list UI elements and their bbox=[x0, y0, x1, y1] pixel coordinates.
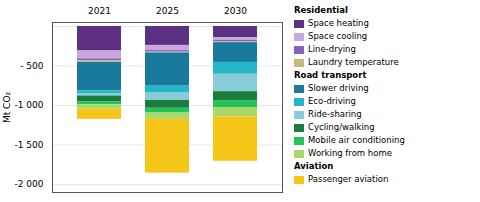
html-text:Mobile air conditioning: Mobile air conditioning bbox=[308, 135, 405, 145]
html-text:Space heating: Space heating bbox=[308, 18, 369, 28]
html-text:Eco-driving: Eco-driving bbox=[308, 96, 356, 106]
svg-text:2030: 2030 bbox=[224, 6, 247, 16]
html-text:Space cooling: Space cooling bbox=[308, 31, 368, 41]
html-text:Line-drying: Line-drying bbox=[308, 44, 356, 54]
html-text:Slower driving: Slower driving bbox=[308, 83, 369, 93]
svg-text:Mt CO₂: Mt CO₂ bbox=[2, 92, 12, 124]
html-text:Residential: Residential bbox=[294, 5, 348, 15]
html-text:Road transport: Road transport bbox=[294, 70, 367, 80]
html-text:Passenger aviation: Passenger aviation bbox=[308, 174, 389, 184]
html-text:Working from home: Working from home bbox=[308, 148, 392, 158]
svg-text:-1 500: -1 500 bbox=[14, 140, 43, 150]
svg-text:2025: 2025 bbox=[156, 6, 179, 16]
html-text:Laundry temperature: Laundry temperature bbox=[308, 57, 399, 67]
html-text:Ride-sharing: Ride-sharing bbox=[308, 109, 362, 119]
svg-text:-1 000: -1 000 bbox=[14, 100, 43, 110]
svg-text:- 500: - 500 bbox=[20, 61, 44, 71]
svg-text:2021: 2021 bbox=[88, 6, 111, 16]
svg-text:-2 000: -2 000 bbox=[14, 179, 43, 189]
html-text:Aviation: Aviation bbox=[294, 161, 334, 171]
html-text:Cycling/walking: Cycling/walking bbox=[308, 122, 375, 132]
